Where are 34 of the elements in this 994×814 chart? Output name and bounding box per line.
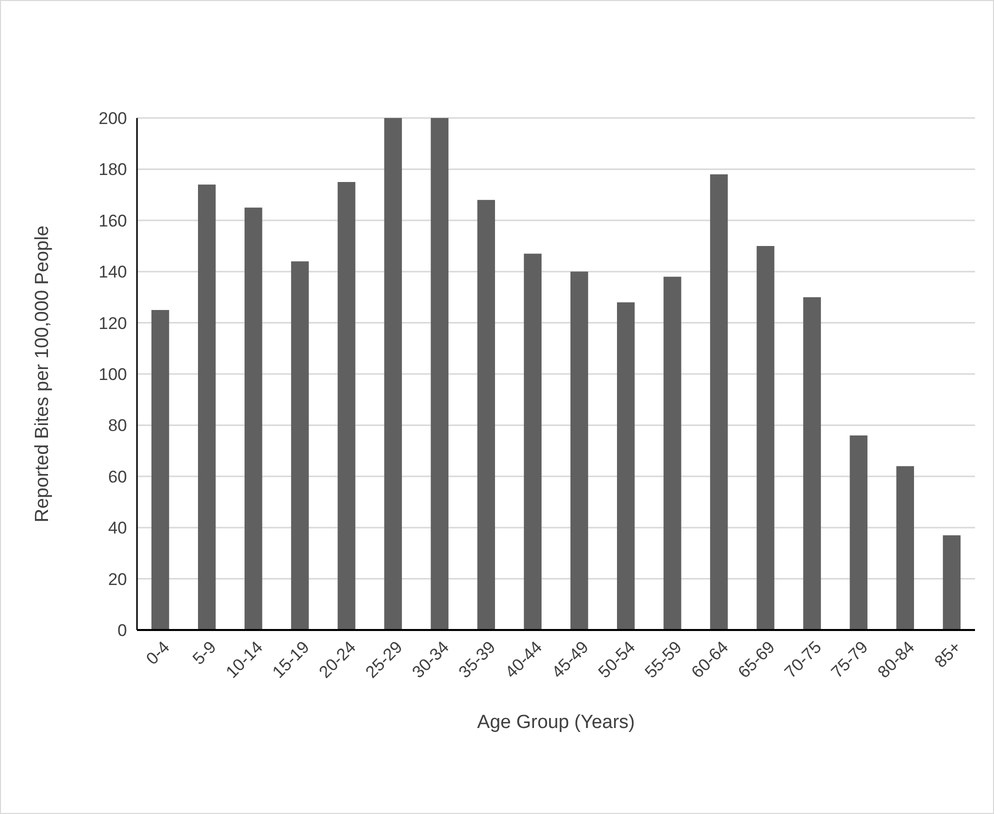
- bar: [896, 466, 914, 630]
- y-tick-label: 80: [108, 416, 127, 436]
- bar: [338, 182, 356, 630]
- bar: [524, 254, 542, 630]
- y-tick-label: 140: [98, 262, 127, 282]
- y-tick-label: 0: [118, 620, 127, 640]
- bar: [384, 118, 402, 630]
- bar: [942, 535, 961, 630]
- y-tick-label: 20: [108, 570, 127, 589]
- bar: [151, 310, 170, 630]
- x-tick-label: 85+: [930, 638, 965, 672]
- bar: [244, 208, 262, 630]
- y-tick-label: 200: [98, 108, 127, 128]
- y-tick-label: 60: [108, 467, 127, 486]
- y-tick-label: 180: [98, 160, 127, 180]
- y-tick-label: 160: [98, 211, 127, 230]
- y-axis-title: Reported Bites per 100,000 People: [32, 226, 53, 522]
- bar: [803, 297, 821, 630]
- bar: [664, 276, 682, 630]
- bar: [710, 174, 728, 630]
- bar: [291, 261, 309, 630]
- bar: [570, 272, 588, 630]
- x-tick-label: 5-9: [189, 638, 220, 668]
- bar: [198, 184, 216, 630]
- bar: [756, 246, 774, 630]
- x-tick-label: 0-4: [142, 638, 174, 668]
- y-tick-label: 40: [108, 518, 127, 538]
- y-tick-label: 100: [98, 364, 127, 384]
- x-axis-title: Age Group (Years): [477, 712, 635, 733]
- bar: [477, 200, 496, 630]
- bar: [850, 435, 868, 630]
- y-tick-label: 120: [98, 314, 127, 333]
- bar: [616, 302, 635, 630]
- bar: [430, 118, 448, 630]
